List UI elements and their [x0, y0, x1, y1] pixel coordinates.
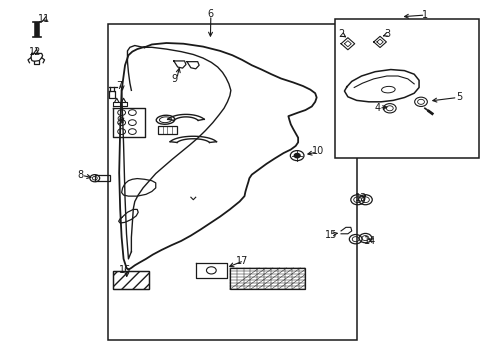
- Text: 8: 8: [77, 170, 83, 180]
- Text: 17: 17: [236, 256, 248, 266]
- Text: 6: 6: [207, 9, 213, 19]
- Text: 16: 16: [119, 265, 131, 275]
- Text: 2: 2: [337, 29, 344, 39]
- Text: 7: 7: [116, 81, 122, 91]
- Text: 12: 12: [29, 46, 41, 57]
- Text: 9: 9: [116, 116, 122, 126]
- Text: 10: 10: [311, 146, 323, 156]
- Bar: [158, 126, 177, 134]
- Text: 15: 15: [325, 230, 337, 239]
- Text: 11: 11: [38, 14, 50, 24]
- Text: 4: 4: [373, 103, 379, 113]
- Text: 9: 9: [171, 74, 177, 84]
- Bar: [229, 268, 305, 289]
- Bar: [113, 271, 149, 289]
- Text: 14: 14: [364, 236, 376, 246]
- Bar: [334, 19, 478, 158]
- Text: 13: 13: [355, 193, 367, 203]
- Bar: [95, 175, 110, 181]
- Text: 3: 3: [383, 29, 389, 39]
- Circle shape: [294, 153, 300, 158]
- Text: 5: 5: [455, 92, 461, 102]
- Bar: [113, 271, 149, 289]
- Bar: [108, 24, 356, 339]
- Text: 1: 1: [421, 10, 427, 20]
